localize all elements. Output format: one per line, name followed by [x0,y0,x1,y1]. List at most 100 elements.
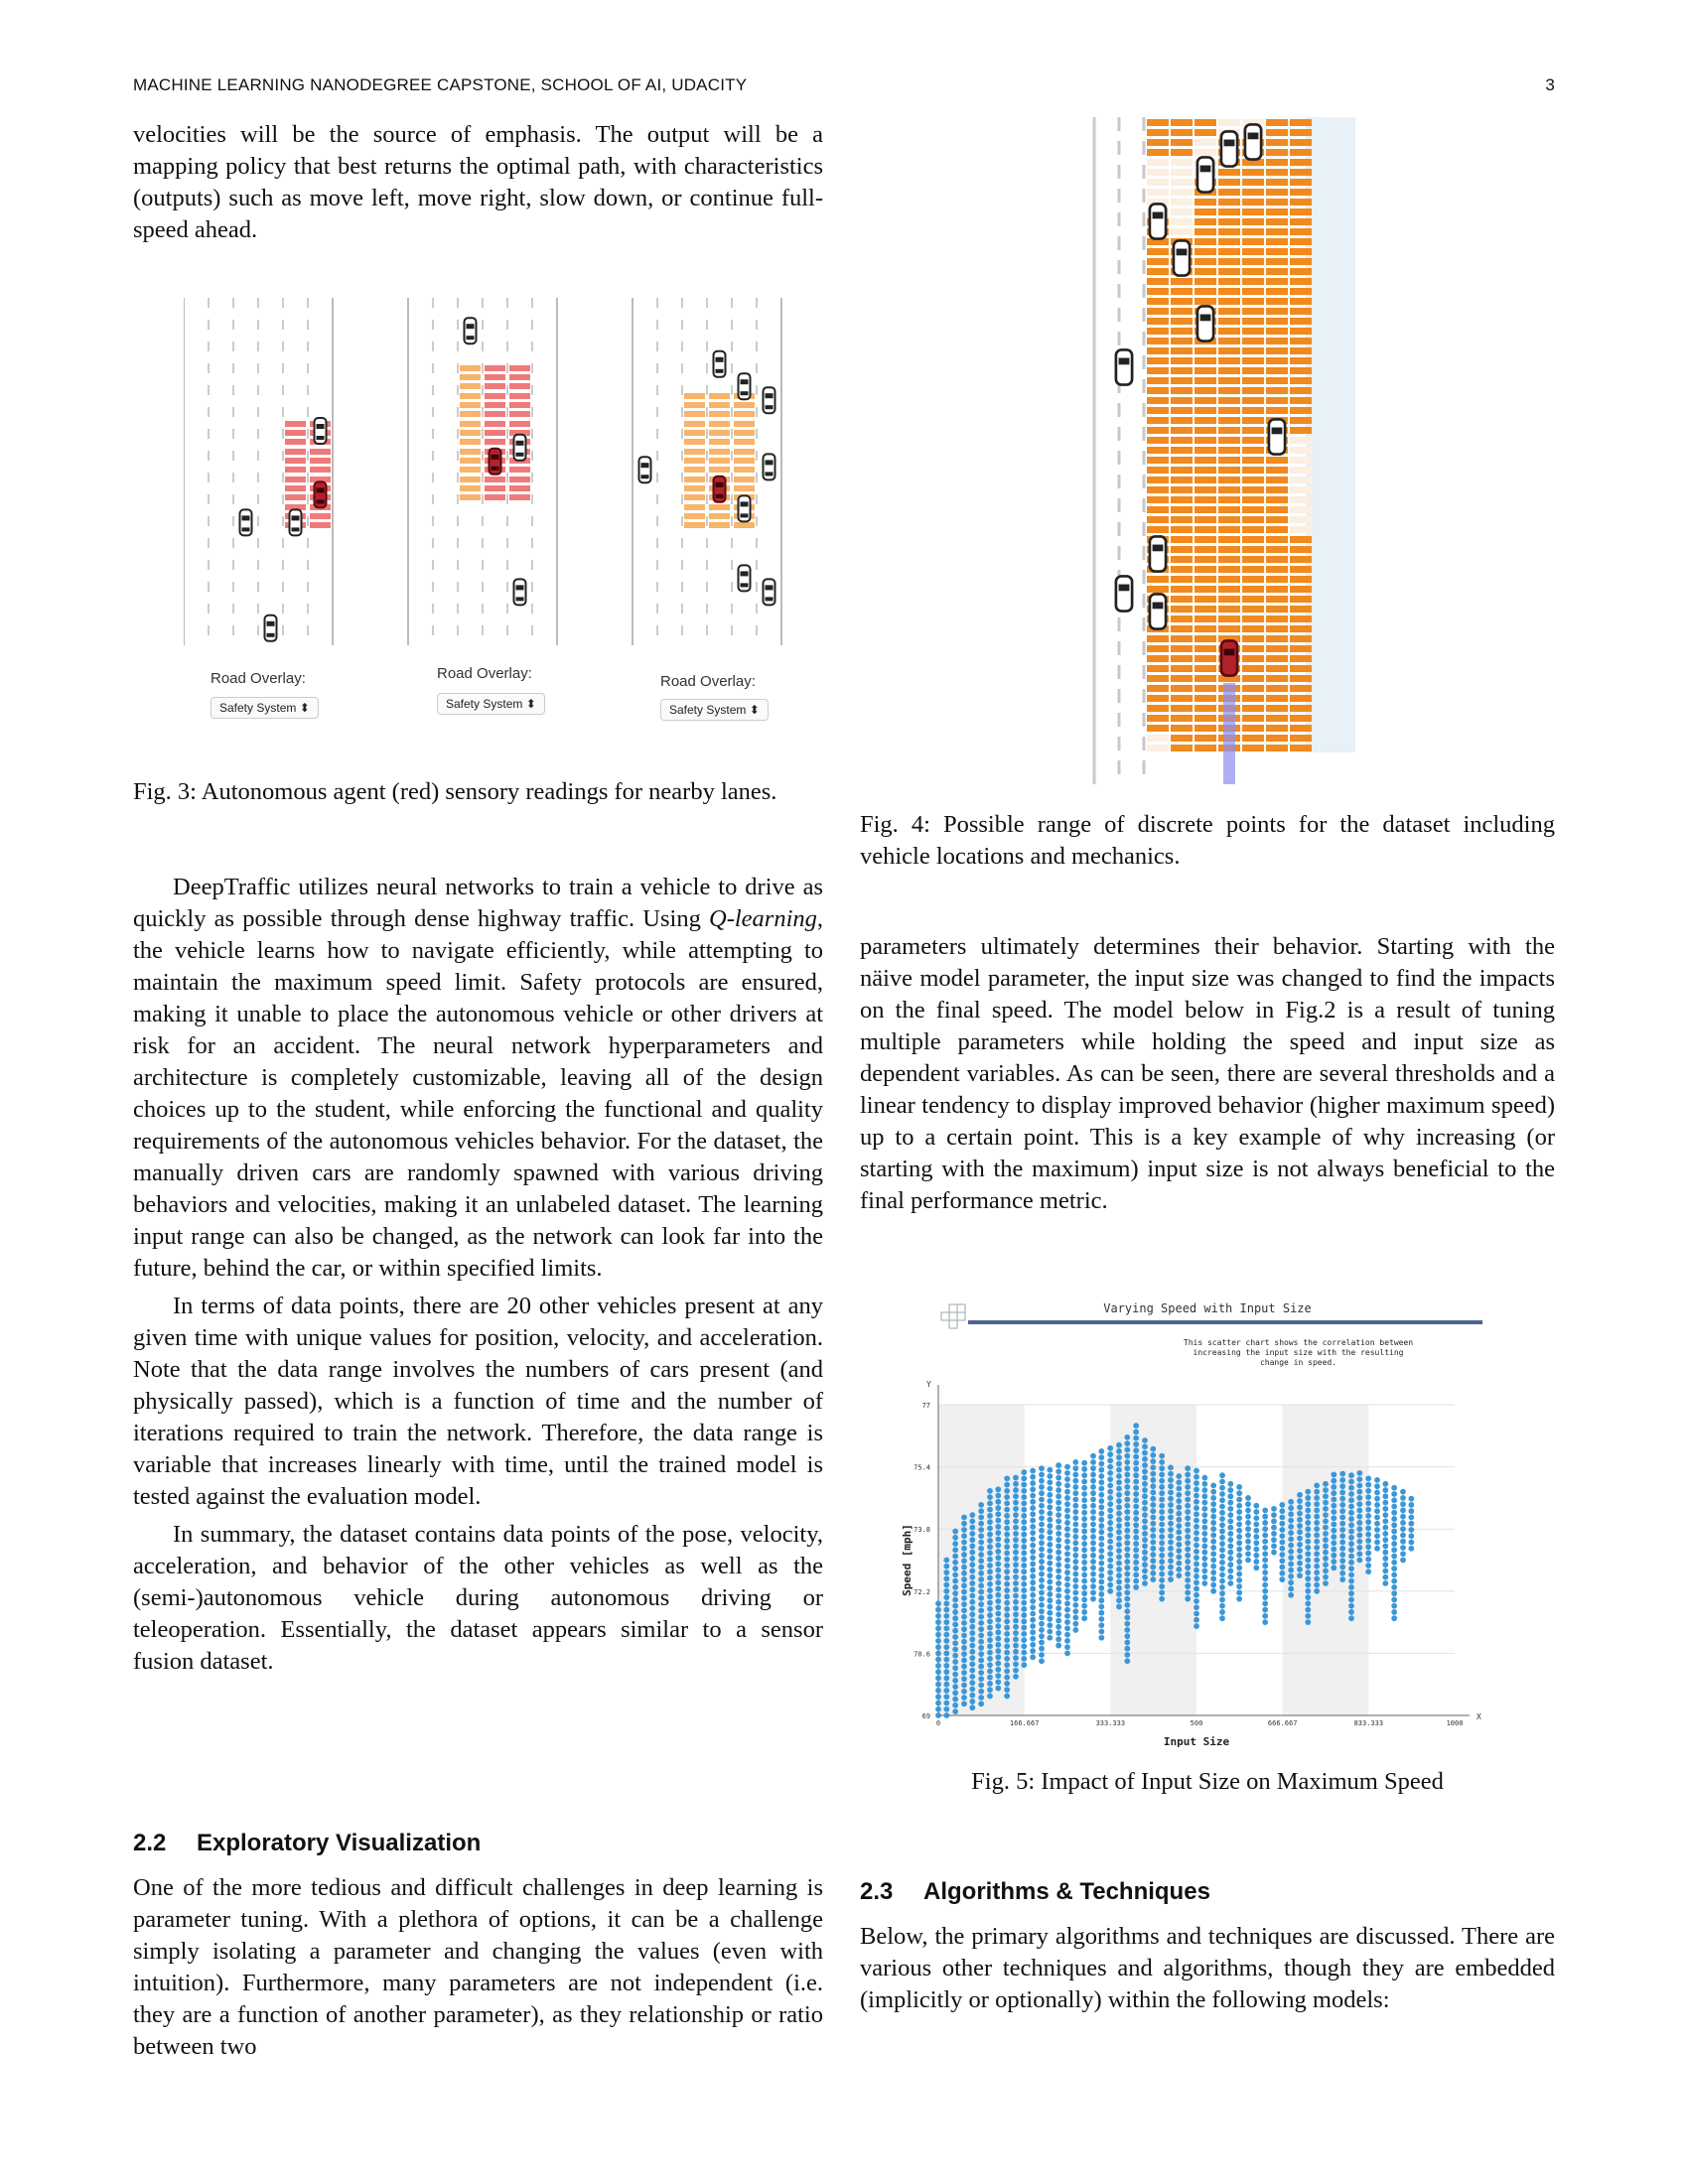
scatter-point [935,1706,941,1712]
scatter-point [1288,1591,1295,1598]
fig4-grid-cell [1218,586,1240,593]
scatter-point [1227,1512,1234,1519]
scatter-point [1288,1555,1295,1562]
scatter-point [1004,1506,1011,1513]
scatter-point [1391,1566,1398,1572]
scatter-point [1116,1491,1122,1498]
scatter-point [1013,1524,1019,1531]
scatter-point [961,1663,967,1670]
scatter-point [1323,1524,1329,1531]
scatter-point [1262,1581,1269,1588]
fig4-grid-cell [1242,328,1264,335]
fig4-grid-cell [1147,397,1169,404]
scatter-point [1090,1515,1096,1522]
scatter-point [1210,1495,1217,1501]
fig4-grid-cell [1195,397,1216,404]
scatter-point [1116,1523,1122,1529]
fig3-sensor-cell [734,411,755,417]
scatter-point [1194,1585,1199,1592]
scatter-point [1142,1474,1148,1481]
fig3-sensor-cell [684,494,705,500]
scatter-point [1323,1537,1329,1544]
scatter-point [1201,1543,1208,1550]
safety-select-2[interactable]: Safety System ⬍ [437,693,545,715]
fig4-grid-cell [1266,705,1288,712]
scatter-point [1185,1534,1192,1540]
fig4-grid-cell [1266,735,1288,742]
scatter-point [1168,1470,1174,1477]
scatter-point [1194,1591,1199,1598]
scatter-point [1356,1469,1363,1476]
scatter-point [987,1655,993,1662]
scatter-point [1323,1543,1329,1550]
scatter-point [1314,1482,1321,1489]
scatter-point [987,1574,993,1581]
scatter-point [1288,1505,1295,1511]
safety-select-3[interactable]: Safety System ⬍ [660,699,769,721]
fig4-grid-cell [1242,268,1264,275]
fig3-sensor-cell [709,421,730,427]
scatter-point [1055,1592,1062,1599]
scatter-point [1098,1591,1105,1597]
scatter-point [1142,1443,1148,1450]
scatter-point [1055,1499,1062,1506]
scatter-point [1013,1611,1019,1618]
scatter-point [1185,1490,1192,1497]
scatter-point [1288,1573,1295,1579]
scatter-point [995,1635,1002,1642]
scatter-point [978,1520,985,1527]
scatter-point [969,1518,976,1525]
fig4-grid-cell [1195,615,1216,622]
scatter-point [1047,1510,1054,1517]
scatter-point [1021,1475,1028,1482]
scatter-point [1142,1549,1148,1556]
scatter-point [1159,1484,1166,1490]
fig4-grid-cell [1218,377,1240,384]
scatter-point [1013,1562,1019,1569]
scatter-point [1142,1530,1148,1537]
scatter-point [1039,1490,1045,1497]
fig3-sensor-cell [485,485,505,491]
fig3-sensor-cell [460,402,481,408]
scatter-point [1047,1466,1054,1473]
scatter-point [1314,1532,1321,1539]
scatter-point [1210,1501,1217,1508]
fig3-sensor-cell [310,522,331,528]
scatter-point [1030,1467,1037,1474]
fig4-grid-cell [1290,745,1312,751]
scatter-point [1072,1540,1079,1547]
scatter-point [1297,1529,1303,1536]
safety-select-1[interactable]: Safety System ⬍ [211,697,319,719]
scatter-point [1116,1516,1122,1523]
scatter-point [1142,1512,1148,1519]
scatter-point [1055,1505,1062,1512]
scatter-point [1245,1545,1251,1551]
scatter-point [1004,1649,1011,1656]
scatter-point [1072,1521,1079,1528]
scatter-point [995,1523,1002,1530]
scatter-point [1391,1522,1398,1529]
scatter-point [1185,1502,1192,1509]
scatter-point [1408,1514,1415,1521]
fig4-grid-cell [1218,615,1240,622]
scatter-point [1339,1552,1346,1558]
fig3-sensor-cell [310,513,331,519]
fig3-sensor-cell [684,411,705,417]
scatter-point [1365,1544,1372,1551]
scatter-point [1150,1464,1157,1471]
fig3-sensor-cell [734,439,755,445]
scatter-point [1039,1601,1045,1608]
chart-x-tick-label: 0 [936,1719,940,1727]
scatter-point [1194,1467,1199,1474]
scatter-point [1150,1477,1157,1483]
scatter-point [1055,1543,1062,1550]
scatter-point [1219,1559,1225,1566]
scatter-point [1021,1662,1028,1669]
scatter-point [943,1688,950,1694]
scatter-point [1227,1537,1234,1544]
scatter-point [1262,1520,1269,1526]
scatter-point [987,1618,993,1625]
scatter-point [1236,1589,1243,1596]
scatter-point [1194,1505,1199,1511]
fig4-grid-cell [1218,576,1240,583]
